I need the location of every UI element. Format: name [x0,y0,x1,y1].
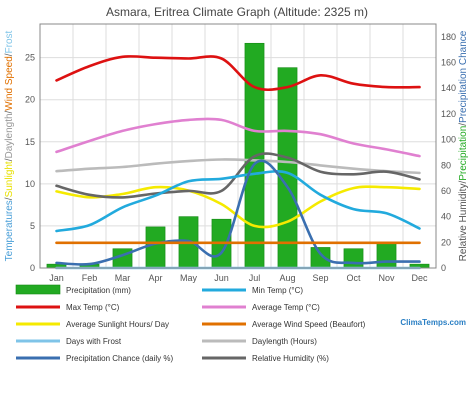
series-line-average-temp-c [55,117,421,158]
x-tick-label-nov: Nov [378,273,395,283]
legend-label: Daylength (Hours) [252,337,317,346]
x-tick-label-aug: Aug [279,273,295,283]
series-line-max-temp-c [55,55,421,92]
y-right-tick-label: 40 [441,212,451,222]
y-left-tick-label: 25 [25,53,35,63]
y-left-tick-label: 15 [25,137,35,147]
y-right-tick-label: 0 [441,263,446,273]
y-right-tick-label: 80 [441,160,451,170]
legend-label: Relative Humidity (%) [252,354,329,363]
legend: Precipitation (mm) Min Temp (°C) Max Temp … [15,284,366,363]
legend-label: Precipitation Chance (daily %) [66,354,173,363]
legend-item-max-temp-c: Max Temp (°C) [16,303,120,312]
series-line-daylength-hours [55,158,421,175]
series-line-average-sunlight-hours-day [55,185,421,229]
axis-label-part: / [4,110,15,113]
axis-label-part: / [4,53,15,56]
axis-label-part: Frost [4,30,15,53]
legend-item-days-with-frost: Days with Frost [16,337,122,346]
y-left-tick-label: 0 [30,263,35,273]
x-tick-label-feb: Feb [82,273,98,283]
legend-label: Min Temp (°C) [252,286,303,295]
plot-frame [39,23,437,269]
legend-item-relative-humidity: Relative Humidity (%) [202,354,329,363]
y-axis-label-left: Temperatures/Sunlight/Daylength/Wind Spe… [4,30,15,261]
y-right-tick-label: 120 [441,109,456,119]
precipitation-bar-sep [310,247,331,269]
x-tick-label-mar: Mar [115,273,131,283]
series-line-relative-humidity [55,152,421,199]
y-right-tick-label: 160 [441,58,456,68]
precipitation-bar-aug [277,67,298,269]
chart-title: Asmara, Eritrea Climate Graph (Altitude:… [106,5,368,19]
y-right-tick-label: 140 [441,83,456,93]
series-lines [55,55,421,270]
axis-label-part: / [458,181,469,184]
axes: 0 5 10 15 20 25 0 20 40 60 80 100 120 140 160 180 Jan Feb… [25,32,456,283]
legend-swatch [15,284,61,295]
y-right-tick-label: 60 [441,186,451,196]
y-left-tick-label: 5 [30,221,35,231]
legend-item-min-temp-c: Min Temp (°C) [202,286,303,295]
legend-item-daylength-hours: Daylength (Hours) [202,337,317,346]
x-tick-label-sep: Sep [312,273,328,283]
watermark: ClimaTemps.com [400,318,466,327]
y-axis-label-right: Relative Humidity/Precipitation/Precipit… [458,30,469,261]
axis-label-part: Precipitation [458,126,469,181]
x-tick-label-apr: Apr [148,273,162,283]
axis-label-part: Temperatures [4,200,15,261]
legend-item-average-temp-c: Average Temp (°C) [202,303,320,312]
series-line-min-temp-c [55,170,421,233]
legend-item-precipitation-chance-daily: Precipitation Chance (daily %) [16,354,173,363]
axis-label-part: Relative Humidity [458,184,469,262]
axis-label-part: Daylength [4,113,15,158]
y-left-tick-label: 20 [25,95,35,105]
axis-label-part: / [4,197,15,200]
x-tick-label-oct: Oct [346,273,361,283]
x-tick-label-jan: Jan [49,273,64,283]
legend-item-average-wind-speed-beaufort: Average Wind Speed (Beaufort) [202,320,366,329]
grid [40,24,436,268]
legend-label: Precipitation (mm) [66,286,131,295]
legend-label: Average Sunlight Hours/ Day [66,320,169,329]
axis-label-part: Wind Speed [4,56,15,110]
y-left-tick-label: 10 [25,179,35,189]
legend-label: Average Wind Speed (Beaufort) [252,320,366,329]
legend-item-precipitation-mm: Precipitation (mm) [15,284,131,295]
x-tick-label-jun: Jun [214,273,229,283]
x-tick-label-dec: Dec [411,273,428,283]
y-right-tick-label: 100 [441,135,456,145]
precipitation-bar-nov [376,242,397,269]
precipitation-bar-oct [343,248,364,269]
precipitation-bar-apr [145,226,166,269]
legend-label: Days with Frost [66,337,122,346]
y-right-tick-label: 20 [441,237,451,247]
axis-label-part: Sunlight [4,161,15,197]
legend-label: Max Temp (°C) [66,303,120,312]
axis-label-part: / [458,123,469,126]
axis-label-part: Precipitation Chance [458,30,469,123]
y-right-tick-label: 180 [441,32,456,42]
x-tick-label-jul: Jul [249,273,261,283]
legend-item-average-sunlight-hours-day: Average Sunlight Hours/ Day [16,320,169,329]
x-tick-label-may: May [180,273,198,283]
series-line-precipitation-chance-daily [55,159,421,266]
legend-label: Average Temp (°C) [252,303,320,312]
axis-label-part: / [4,158,15,161]
